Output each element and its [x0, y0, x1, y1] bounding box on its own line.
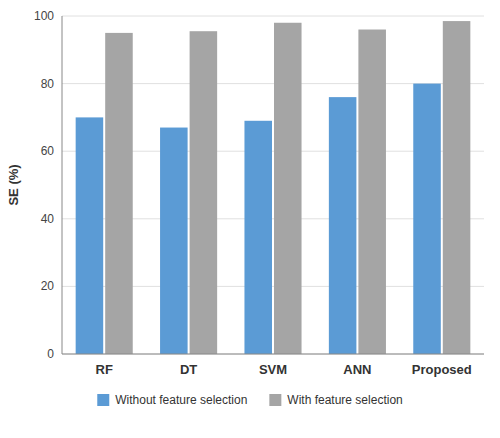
bar [160, 128, 188, 354]
grid [62, 16, 484, 354]
y-tick-label: 100 [34, 9, 54, 23]
chart-container: 0 20 40 60 80 100 RF DT SVM ANN Proposed SE (%) With… [0, 0, 500, 438]
bar [443, 21, 471, 354]
legend-label: Without feature selection [115, 393, 247, 407]
chart-svg: 0 20 40 60 80 100 RF DT SVM ANN Proposed SE (%) With… [0, 0, 500, 438]
bar [274, 23, 302, 354]
legend: Without feature selection With feature se… [97, 393, 402, 407]
y-tick-label: 0 [47, 347, 54, 361]
bars [76, 21, 471, 354]
bar [190, 31, 218, 354]
x-tick-label: DT [180, 362, 197, 377]
legend-item: Without feature selection [97, 393, 247, 407]
bar [358, 30, 386, 354]
y-tick-label: 60 [41, 144, 55, 158]
x-tick-label: RF [96, 362, 113, 377]
grid-line [62, 354, 484, 355]
x-tick-label: SVM [259, 362, 287, 377]
bar [105, 33, 133, 354]
legend-label: With feature selection [287, 393, 402, 407]
bar [244, 121, 272, 354]
y-axis-line [62, 16, 63, 354]
y-tick-label: 20 [41, 279, 55, 293]
grid-line [62, 16, 484, 17]
x-axis-line [62, 354, 484, 355]
x-tick-label: ANN [343, 362, 371, 377]
x-tick-label: Proposed [412, 362, 472, 377]
y-tick-label: 80 [41, 77, 55, 91]
y-tick-label: 40 [41, 212, 55, 226]
legend-swatch [269, 394, 281, 406]
y-axis-label: SE (%) [6, 164, 21, 205]
legend-swatch [97, 394, 109, 406]
bar [413, 84, 441, 354]
bar [76, 117, 104, 354]
legend-item: With feature selection [269, 393, 402, 407]
bar [329, 97, 357, 354]
